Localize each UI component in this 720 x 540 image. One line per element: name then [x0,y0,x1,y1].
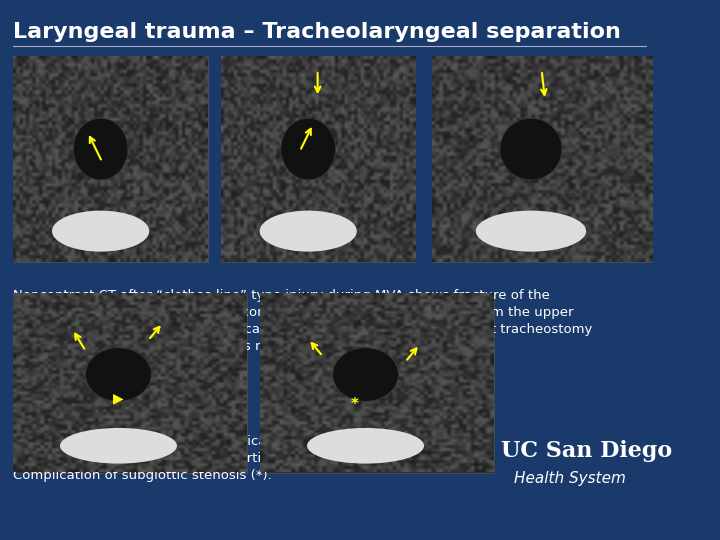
Ellipse shape [500,118,562,180]
Text: Laryngeal trauma – Tracheolaryngeal separation: Laryngeal trauma – Tracheolaryngeal sepa… [13,22,621,42]
FancyBboxPatch shape [221,57,415,262]
Text: Health System: Health System [514,471,626,486]
FancyBboxPatch shape [13,294,247,472]
FancyBboxPatch shape [431,57,652,262]
FancyBboxPatch shape [13,57,207,262]
Ellipse shape [73,118,128,180]
Text: ▶: ▶ [113,392,124,406]
Ellipse shape [260,211,357,252]
Ellipse shape [307,428,424,463]
Ellipse shape [86,348,151,401]
Ellipse shape [281,118,336,180]
Text: *: * [351,397,359,413]
Text: Post-op noncontrast CT shows surgical fixation (arrows) and healed
fracture defo: Post-op noncontrast CT shows surgical fi… [13,435,463,482]
Ellipse shape [333,348,398,401]
FancyBboxPatch shape [261,294,494,472]
Ellipse shape [476,211,586,252]
Ellipse shape [60,428,177,463]
Text: UC San Diego: UC San Diego [501,440,672,462]
Text: Noncontrast CT after “clothes-line” type injury during MVA shows fracture of the: Noncontrast CT after “clothes-line” type… [13,289,593,353]
Ellipse shape [52,211,149,252]
